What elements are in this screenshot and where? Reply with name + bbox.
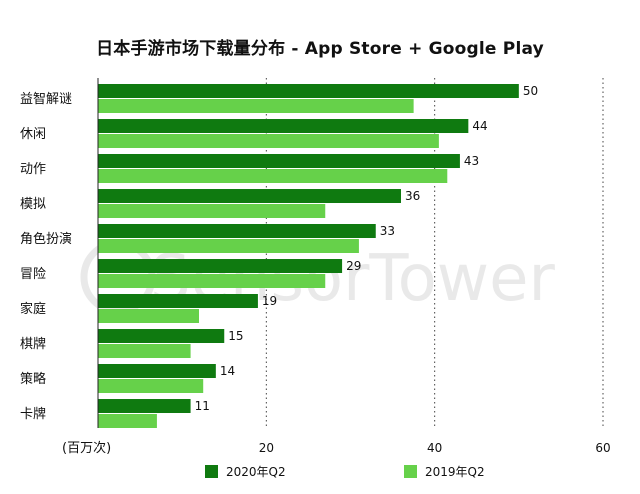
- category-label-9: 卡牌: [20, 406, 46, 422]
- labels: 50 益智解谜 44 休闲 43 动作 36 模拟 33 角色扮演 29 冒险 19 家庭 15 棋牌 14 策略…: [20, 84, 538, 422]
- bar-0-0: [98, 84, 519, 98]
- legend-swatch-0: [205, 465, 218, 478]
- bar-1-9: [98, 414, 157, 428]
- category-label-2: 动作: [20, 162, 46, 177]
- value-label-4: 33: [380, 224, 395, 238]
- category-label-8: 策略: [20, 371, 46, 387]
- value-label-5: 29: [346, 259, 361, 273]
- chart-title: 日本手游市场下载量分布 - App Store + Google Play: [96, 39, 544, 59]
- bar-0-8: [98, 364, 216, 378]
- tick-label-1: 40: [427, 441, 442, 455]
- bar-1-2: [98, 169, 448, 183]
- bar-1-6: [98, 309, 199, 323]
- bar-1-0: [98, 99, 414, 113]
- bar-0-4: [98, 224, 376, 238]
- value-label-3: 36: [405, 189, 420, 203]
- bar-1-8: [98, 379, 204, 393]
- bar-0-7: [98, 329, 225, 343]
- tick-label-2: 60: [595, 441, 610, 455]
- bar-0-1: [98, 119, 469, 133]
- bars: [98, 84, 519, 428]
- value-label-9: 11: [195, 399, 210, 413]
- bar-1-3: [98, 204, 326, 218]
- legend: 2020年Q2 2019年Q2: [205, 465, 485, 479]
- legend-label-0: 2020年Q2: [226, 465, 286, 479]
- bar-1-7: [98, 344, 191, 358]
- bar-1-4: [98, 239, 359, 253]
- category-label-7: 棋牌: [20, 336, 46, 352]
- unit-label: (百万次): [62, 440, 111, 456]
- value-label-2: 43: [464, 154, 479, 168]
- tick-label-0: 20: [259, 441, 274, 455]
- bar-0-9: [98, 399, 191, 413]
- category-label-3: 模拟: [20, 197, 46, 212]
- value-label-8: 14: [220, 364, 235, 378]
- bar-0-5: [98, 259, 343, 273]
- category-label-1: 休闲: [20, 127, 46, 142]
- category-label-5: 冒险: [20, 267, 46, 282]
- bar-0-2: [98, 154, 460, 168]
- value-label-0: 50: [523, 84, 538, 98]
- legend-label-1: 2019年Q2: [425, 465, 485, 479]
- bar-1-5: [98, 274, 326, 288]
- bar-0-3: [98, 189, 401, 203]
- bar-0-6: [98, 294, 258, 308]
- category-label-0: 益智解谜: [20, 92, 72, 107]
- bar-1-1: [98, 134, 439, 148]
- value-label-6: 19: [262, 294, 277, 308]
- legend-swatch-1: [404, 465, 417, 478]
- category-label-4: 角色扮演: [20, 231, 72, 247]
- value-label-1: 44: [472, 119, 487, 133]
- category-label-6: 家庭: [20, 301, 46, 317]
- x-axis: (百万次) 20 40 60: [62, 78, 611, 456]
- value-label-7: 15: [228, 329, 243, 343]
